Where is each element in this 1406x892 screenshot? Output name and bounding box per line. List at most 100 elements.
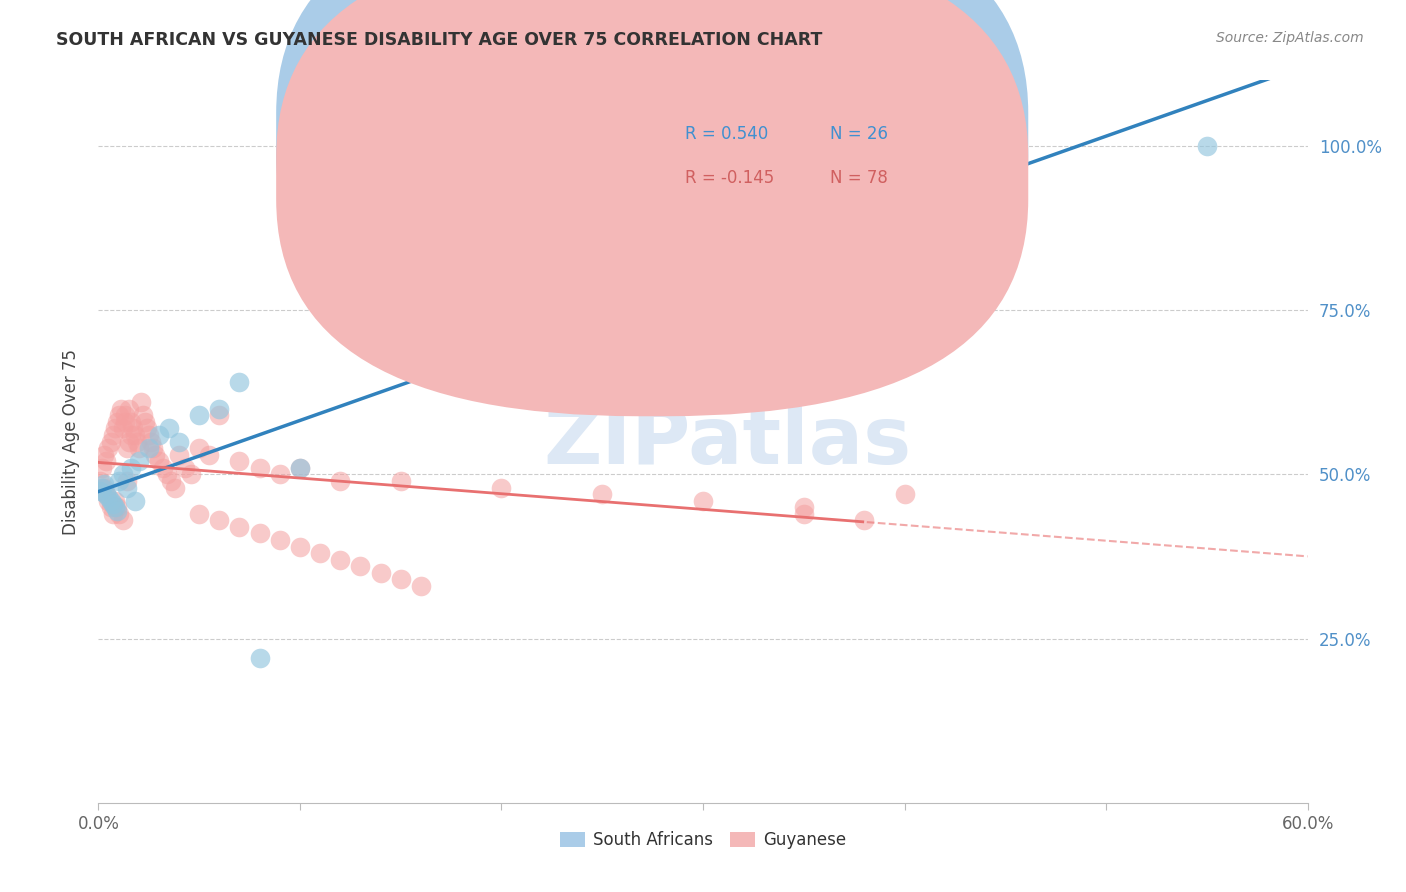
Point [103, 421, 125, 435]
Point [269, 533, 291, 547]
Point [103, 493, 125, 508]
Point [793, 507, 815, 521]
Point [96, 487, 118, 501]
Point [142, 441, 165, 455]
Point [188, 441, 211, 455]
Point [389, 474, 412, 488]
Point [188, 409, 211, 423]
Point [97, 441, 120, 455]
Point [93, 448, 115, 462]
Point [111, 467, 134, 482]
Point [148, 454, 170, 468]
Point [91, 481, 114, 495]
Point [115, 481, 138, 495]
Point [591, 487, 613, 501]
FancyBboxPatch shape [276, 0, 1028, 417]
Point [124, 428, 146, 442]
Point [114, 415, 136, 429]
Point [138, 441, 160, 455]
Point [249, 651, 271, 665]
Point [163, 481, 186, 495]
Point [269, 467, 291, 482]
Point [139, 434, 162, 449]
Legend: South Africans, Guyanese: South Africans, Guyanese [553, 824, 853, 856]
Point [228, 520, 250, 534]
Point [100, 434, 122, 449]
Point [1195, 139, 1218, 153]
Point [167, 434, 190, 449]
Point [174, 460, 197, 475]
Point [115, 441, 138, 455]
Point [120, 460, 142, 475]
Point [97, 493, 120, 508]
Point [208, 409, 231, 423]
Point [93, 481, 115, 495]
Point [110, 401, 132, 416]
Point [370, 566, 392, 580]
Point [101, 497, 124, 511]
Point [288, 460, 311, 475]
Point [96, 454, 118, 468]
Point [107, 474, 129, 488]
Point [91, 460, 114, 475]
Text: Source: ZipAtlas.com: Source: ZipAtlas.com [1216, 31, 1364, 45]
Point [156, 467, 179, 482]
Point [157, 421, 180, 435]
Point [389, 573, 412, 587]
Point [288, 540, 311, 554]
Point [208, 401, 231, 416]
Text: SOUTH AFRICAN VS GUYANESE DISABILITY AGE OVER 75 CORRELATION CHART: SOUTH AFRICAN VS GUYANESE DISABILITY AGE… [56, 31, 823, 49]
Point [121, 421, 143, 435]
Point [152, 460, 174, 475]
FancyBboxPatch shape [613, 95, 976, 218]
Point [893, 487, 915, 501]
Point [288, 460, 311, 475]
Point [329, 474, 352, 488]
Point [118, 434, 141, 449]
Point [105, 503, 128, 517]
Point [128, 454, 150, 468]
Point [107, 409, 129, 423]
Point [167, 448, 190, 462]
Point [101, 428, 124, 442]
Point [114, 409, 136, 423]
Point [134, 415, 156, 429]
Point [118, 401, 141, 416]
Point [409, 579, 432, 593]
Point [107, 507, 129, 521]
Point [89, 483, 111, 498]
Y-axis label: Disability Age Over 75: Disability Age Over 75 [62, 349, 80, 534]
Point [692, 493, 714, 508]
Point [188, 507, 211, 521]
Point [491, 481, 513, 495]
Point [128, 441, 150, 455]
Point [832, 368, 855, 383]
Point [138, 428, 160, 442]
Point [105, 415, 128, 429]
Point [120, 428, 142, 442]
Point [129, 395, 152, 409]
Point [228, 376, 250, 390]
Point [111, 513, 134, 527]
Point [228, 454, 250, 468]
Point [93, 477, 115, 491]
Point [96, 487, 118, 501]
Point [853, 513, 876, 527]
Point [135, 421, 157, 435]
Text: N = 26: N = 26 [830, 126, 889, 144]
Point [148, 428, 170, 442]
Point [329, 553, 352, 567]
Point [349, 559, 371, 574]
Point [249, 460, 271, 475]
Point [249, 526, 271, 541]
Point [124, 493, 146, 508]
Point [132, 409, 155, 423]
Point [143, 448, 166, 462]
Point [160, 474, 183, 488]
Text: ZIPatlas: ZIPatlas [543, 402, 911, 481]
Point [101, 507, 124, 521]
Point [100, 493, 122, 508]
FancyBboxPatch shape [276, 0, 1028, 373]
Point [105, 500, 128, 515]
Point [793, 500, 815, 515]
